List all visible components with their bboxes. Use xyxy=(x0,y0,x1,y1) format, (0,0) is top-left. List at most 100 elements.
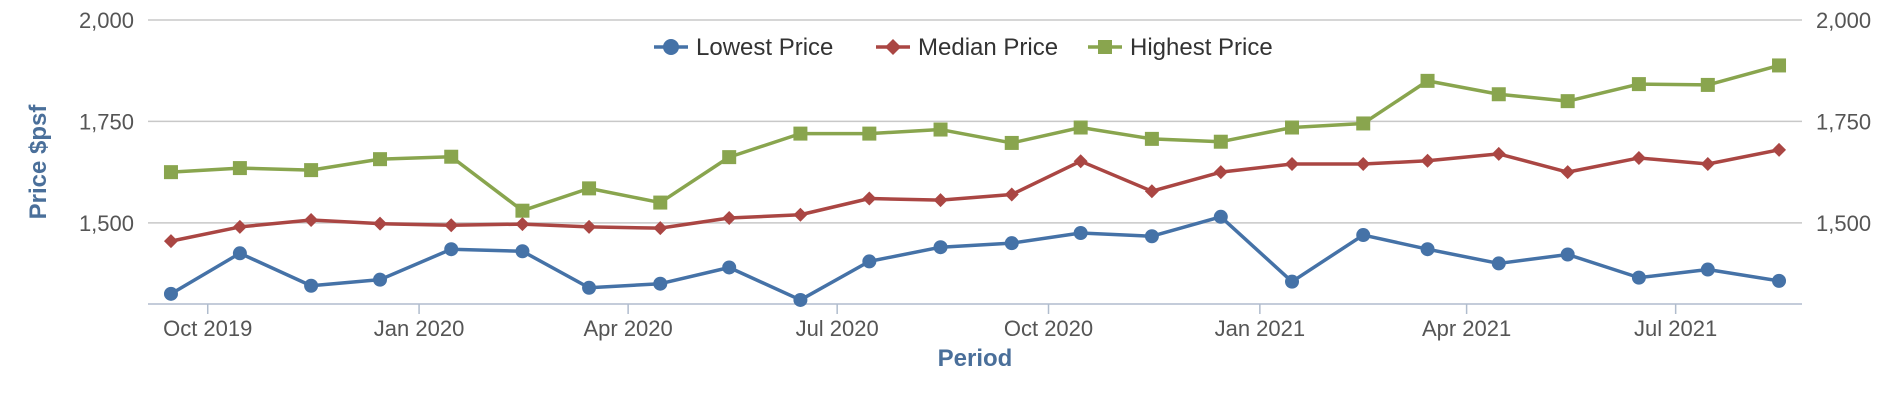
data-point xyxy=(1491,87,1506,102)
legend-label: Highest Price xyxy=(1130,34,1273,61)
data-point xyxy=(1631,77,1646,92)
data-point xyxy=(1356,228,1371,243)
data-point xyxy=(1491,146,1506,161)
data-point xyxy=(1631,270,1646,285)
data-point xyxy=(722,260,737,275)
data-point xyxy=(1700,157,1715,172)
data-point xyxy=(1420,242,1435,257)
data-point xyxy=(444,149,459,164)
series-line-lowest-price xyxy=(170,215,1780,302)
y-tick-label-right: 2,000 xyxy=(1816,8,1871,33)
x-tick-label: Apr 2021 xyxy=(1422,316,1511,341)
y-tick-label-left: 1,750 xyxy=(79,109,134,134)
data-point xyxy=(515,244,530,259)
data-point xyxy=(793,207,808,222)
data-point xyxy=(1285,120,1300,135)
x-tick-label: Oct 2020 xyxy=(1004,316,1093,341)
grid-lines xyxy=(148,19,1802,224)
data-point xyxy=(1144,184,1159,199)
data-point xyxy=(444,218,459,233)
data-point xyxy=(653,221,668,236)
data-point xyxy=(1420,73,1435,88)
data-point xyxy=(1073,226,1088,240)
legend-label: Lowest Price xyxy=(696,34,833,61)
series-median-price xyxy=(163,142,1787,249)
y-tick-label-right: 1,500 xyxy=(1816,211,1871,236)
data-point xyxy=(1004,187,1019,202)
legend[interactable]: Lowest Price Median Price Highest Price xyxy=(654,34,1273,61)
data-point xyxy=(1073,154,1088,169)
data-point xyxy=(862,126,877,141)
data-point xyxy=(1356,157,1371,172)
series-line-highest-price xyxy=(170,63,1780,213)
x-tick-label: Jul 2021 xyxy=(1634,316,1717,341)
data-point xyxy=(1772,142,1787,157)
data-point xyxy=(163,286,178,301)
data-point xyxy=(163,234,178,249)
legend-marker xyxy=(885,39,901,55)
legend-marker xyxy=(663,39,679,55)
x-tick-label: Oct 2019 xyxy=(163,316,252,341)
series xyxy=(163,58,1787,307)
data-point xyxy=(1285,274,1300,289)
data-point xyxy=(1213,165,1228,180)
legend-item-lowest-price[interactable]: Lowest Price xyxy=(654,34,833,61)
series-highest-price xyxy=(163,58,1787,218)
data-point xyxy=(722,150,737,165)
data-point xyxy=(653,195,668,210)
data-point xyxy=(1772,58,1787,73)
data-point xyxy=(515,217,530,232)
legend-item-median-price[interactable]: Median Price xyxy=(876,34,1058,61)
data-point xyxy=(304,163,319,178)
data-point xyxy=(1700,262,1715,277)
data-point xyxy=(1631,150,1646,165)
data-point xyxy=(1144,131,1159,146)
legend-marker xyxy=(1098,40,1112,54)
data-point xyxy=(793,126,808,141)
data-point xyxy=(232,161,247,176)
data-point xyxy=(232,246,247,261)
data-point xyxy=(1356,116,1371,131)
data-point xyxy=(304,213,319,228)
data-point xyxy=(444,242,459,257)
data-point xyxy=(933,122,948,137)
data-point xyxy=(1213,209,1228,224)
data-point xyxy=(373,152,388,167)
x-tick-label: Jan 2021 xyxy=(1215,316,1306,341)
data-point xyxy=(515,203,530,218)
data-point xyxy=(1560,94,1575,109)
legend-label: Median Price xyxy=(918,34,1058,61)
data-point xyxy=(862,254,877,269)
data-point xyxy=(582,280,597,295)
data-point xyxy=(1144,229,1159,244)
data-point xyxy=(1560,165,1575,180)
data-point xyxy=(722,210,737,225)
series-lowest-price xyxy=(163,209,1787,307)
x-tick-label: Apr 2020 xyxy=(583,316,672,341)
data-point xyxy=(653,276,668,291)
axes: 1,500 1,500 1,750 1,750 2,000 2,000 Oct 2019 Ja… xyxy=(79,8,1871,341)
legend-item-highest-price[interactable]: Highest Price xyxy=(1088,34,1273,61)
data-point xyxy=(793,292,808,307)
data-point xyxy=(373,216,388,231)
data-point xyxy=(582,181,597,196)
data-point xyxy=(862,191,877,206)
data-point xyxy=(582,219,597,234)
data-point xyxy=(1772,273,1787,288)
data-point xyxy=(163,165,178,180)
x-tick-label: Jan 2020 xyxy=(374,316,465,341)
data-point xyxy=(1420,153,1435,168)
data-point xyxy=(1004,135,1019,150)
y-tick-label-left: 1,500 xyxy=(79,211,134,236)
data-point xyxy=(373,272,388,287)
y-axis-title: Price $psf xyxy=(25,104,52,220)
data-point xyxy=(304,278,319,293)
x-tick-label: Jul 2020 xyxy=(796,316,879,341)
data-point xyxy=(933,193,948,208)
y-tick-label-right: 1,750 xyxy=(1816,109,1871,134)
data-point xyxy=(1073,120,1088,135)
data-point xyxy=(1700,77,1715,92)
data-point xyxy=(1004,236,1019,251)
